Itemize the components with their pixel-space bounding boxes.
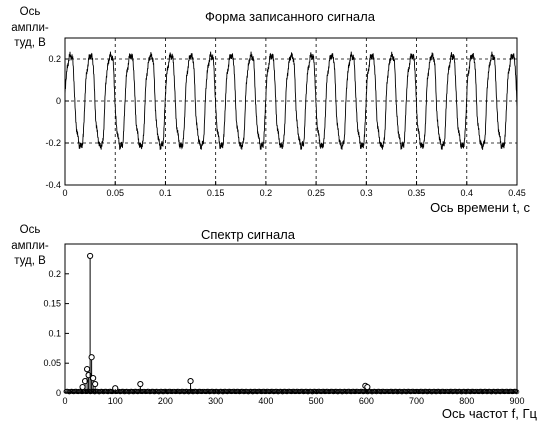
spectrum-x-tick-label: 700 — [409, 396, 424, 406]
spectrum-peak-marker — [187, 377, 194, 385]
signal-y-tick-label: 0 — [56, 96, 61, 106]
spectrum-y-tick-label: 0.2 — [48, 269, 61, 279]
signal-x-tick-label: 0.15 — [207, 188, 225, 198]
spectrum-y-tick-label: 0.05 — [43, 358, 61, 368]
spectrum-x-label: Ось частот f, Гц — [442, 406, 538, 421]
spectrum-x-tick-label: 500 — [309, 396, 324, 406]
spectrum-plot-title: Спектр сигнала — [201, 227, 296, 242]
spectrum-x-tick-label: 100 — [108, 396, 123, 406]
spectrum-y-tick-label: 0 — [56, 388, 61, 398]
spectrum-peak-marker — [83, 366, 91, 373]
spectrum-y-tick-label: 0.15 — [43, 299, 61, 309]
spectrum-peak-marker — [364, 383, 371, 391]
signal-y-label-line2: ампли- — [11, 22, 49, 34]
signal-y-label-line1: Ось — [20, 6, 41, 18]
signal-x-tick-label: 0.3 — [360, 188, 373, 198]
signal-y-tick-label: -0.2 — [45, 138, 61, 148]
signal-x-label: Ось времени t, с — [430, 200, 530, 215]
spectrum-x-tick-label: 600 — [359, 396, 374, 406]
signal-x-tick-label: 0.35 — [408, 188, 426, 198]
spectrum-peak-marker — [92, 380, 99, 388]
spectrum-peak-marker — [137, 380, 144, 388]
spectrum-x-tick-label: 0 — [62, 396, 67, 406]
signal-y-tick-label: -0.4 — [45, 180, 61, 190]
signal-x-tick-label: 0.45 — [508, 188, 526, 198]
signal-plot: Форма записанного сигнала Ось ампли- туд… — [11, 6, 530, 215]
signal-y-tick-label: 0.2 — [48, 54, 61, 64]
spectrum-x-tick-label: 200 — [158, 396, 173, 406]
signal-axes-box — [64, 37, 518, 186]
signal-x-tick-label: 0.2 — [260, 188, 273, 198]
spectrum-peak-marker — [88, 354, 95, 361]
spectrum-plot: Спектр сигнала Ось ампли- туд, В 0 100 200… — [11, 224, 537, 421]
signal-x-tick-label: 0.25 — [307, 188, 325, 198]
spectrum-y-label-line3: туд, В — [14, 255, 46, 267]
signal-x-tick-label: 0.1 — [159, 188, 172, 198]
spectrum-axes-box — [64, 243, 518, 394]
spectrum-x-tick-label: 800 — [459, 396, 474, 406]
spectrum-peak-marker — [87, 252, 94, 260]
signal-plot-title: Форма записанного сигнала — [205, 9, 376, 24]
spectrum-y-label-line1: Ось — [20, 224, 41, 236]
spectrum-x-tick-label: 300 — [208, 396, 223, 406]
signal-series-line — [64, 51, 518, 150]
spectrum-y-label-line2: ампли- — [11, 240, 49, 252]
signal-y-label-line3: туд, В — [14, 37, 46, 49]
spectrum-x-tick-label: 400 — [258, 396, 273, 406]
spectrum-peak-marker — [90, 375, 97, 382]
signal-x-tick-label: 0.05 — [106, 188, 124, 198]
spectrum-x-tick-label: 900 — [509, 396, 524, 406]
signal-x-tick-label: 0.4 — [461, 188, 474, 198]
spectrum-peak-marker — [79, 383, 86, 391]
spectrum-y-tick-label: 0.1 — [48, 328, 61, 338]
spectrum-peak-marker — [81, 377, 89, 385]
signal-x-tick-label: 0 — [62, 188, 67, 198]
